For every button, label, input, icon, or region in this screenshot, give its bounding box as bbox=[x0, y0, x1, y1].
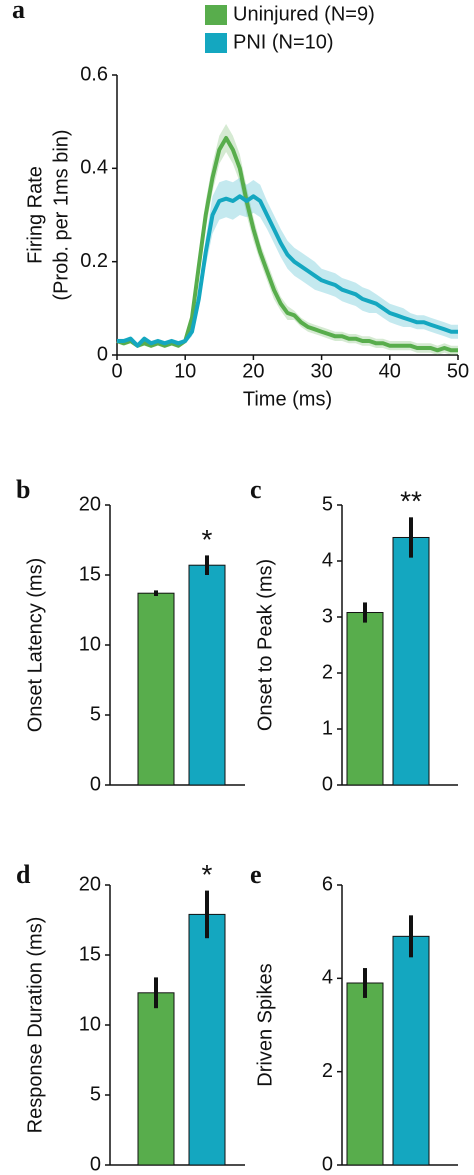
x-axis-label: Time (ms) bbox=[243, 388, 332, 410]
y-tick-label: 3 bbox=[322, 605, 333, 627]
y-tick-label: 4 bbox=[322, 967, 333, 989]
x-tick-label: 50 bbox=[447, 360, 469, 382]
y-axis-label: (Prob. per 1ms bin) bbox=[50, 129, 72, 300]
y-axis-label: Driven Spikes bbox=[254, 963, 276, 1086]
bar bbox=[392, 536, 430, 786]
bar bbox=[392, 935, 430, 1166]
significance: ** bbox=[400, 486, 422, 517]
y-tick-label: 15 bbox=[79, 563, 101, 585]
bar bbox=[188, 564, 226, 786]
legend-label: Uninjured (N=9) bbox=[233, 3, 375, 25]
bar bbox=[346, 612, 384, 786]
y-tick-label: 6 bbox=[322, 873, 333, 895]
y-tick-label: 15 bbox=[79, 943, 101, 965]
panel-label: d bbox=[16, 860, 31, 889]
significance: * bbox=[202, 524, 213, 555]
error-band bbox=[117, 124, 458, 355]
panel-label: a bbox=[12, 0, 25, 24]
y-tick-label: 0.6 bbox=[80, 63, 108, 85]
y-axis-label: Onset Latency (ms) bbox=[24, 558, 46, 733]
bar bbox=[137, 592, 175, 786]
bar bbox=[346, 982, 384, 1166]
x-tick-label: 0 bbox=[111, 360, 122, 382]
legend-label: PNI (N=10) bbox=[233, 31, 334, 53]
y-tick-label: 0 bbox=[97, 343, 108, 365]
y-tick-label: 2 bbox=[322, 661, 333, 683]
line bbox=[116, 136, 458, 353]
y-tick-label: 0 bbox=[322, 1153, 333, 1175]
x-tick-label: 10 bbox=[174, 360, 196, 382]
y-tick-label: 5 bbox=[90, 1083, 101, 1105]
x-tick-label: 40 bbox=[379, 360, 401, 382]
x-tick-label: 20 bbox=[242, 360, 264, 382]
y-tick-label: 4 bbox=[322, 549, 333, 571]
y-tick-label: 10 bbox=[79, 1013, 101, 1035]
panel-label: e bbox=[250, 860, 262, 889]
legend-swatch bbox=[205, 33, 227, 53]
bar bbox=[188, 913, 226, 1166]
y-tick-label: 20 bbox=[79, 873, 101, 895]
y-tick-label: 5 bbox=[90, 703, 101, 725]
x-tick-label: 30 bbox=[310, 360, 332, 382]
y-axis-label: Firing Rate bbox=[24, 166, 46, 264]
y-tick-label: 0 bbox=[90, 1153, 101, 1175]
y-axis-label: Onset to Peak (ms) bbox=[254, 559, 276, 731]
y-tick-label: 20 bbox=[79, 493, 101, 515]
y-tick-label: 0.4 bbox=[80, 157, 108, 179]
y-tick-label: 0.2 bbox=[80, 250, 108, 272]
y-tick-label: 0 bbox=[322, 773, 333, 795]
y-tick-label: 2 bbox=[322, 1060, 333, 1082]
y-axis-label: Response Duration (ms) bbox=[24, 917, 46, 1134]
bar bbox=[137, 992, 175, 1166]
panel-label: b bbox=[16, 475, 30, 504]
y-tick-label: 1 bbox=[322, 717, 333, 739]
y-tick-label: 10 bbox=[79, 633, 101, 655]
legend-swatch bbox=[205, 5, 227, 25]
line bbox=[117, 194, 458, 348]
error-band bbox=[117, 177, 458, 348]
significance: * bbox=[202, 859, 213, 890]
panel-label: c bbox=[250, 475, 262, 504]
y-tick-label: 0 bbox=[90, 773, 101, 795]
y-tick-label: 5 bbox=[322, 493, 333, 515]
